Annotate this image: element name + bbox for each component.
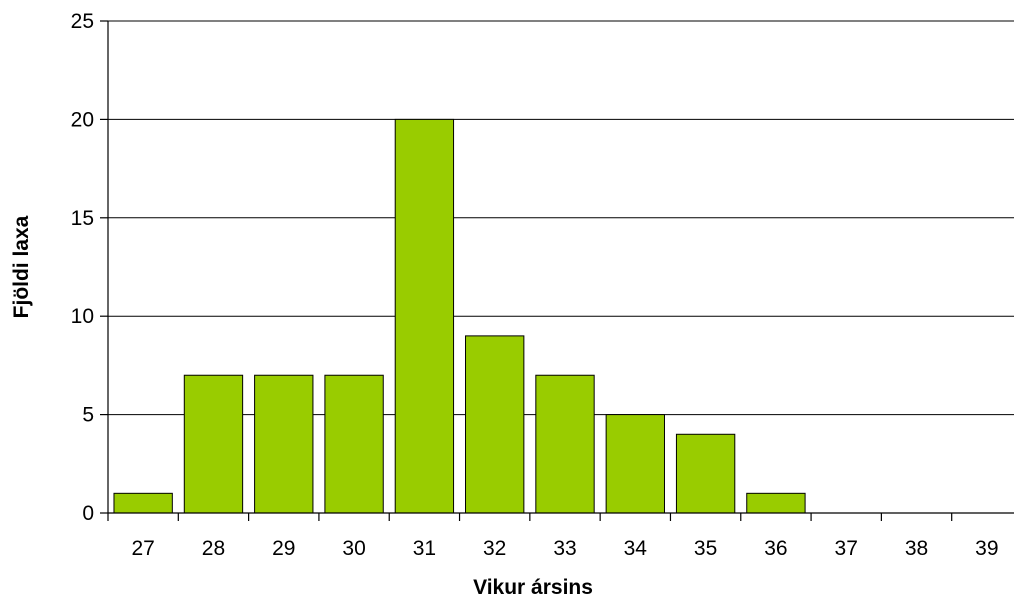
x-tick-label: 30 (342, 537, 365, 560)
bar (183, 374, 244, 514)
gridlines (108, 20, 1014, 416)
bar (465, 335, 525, 514)
x-tick-label: 27 (131, 537, 154, 560)
y-tick-labels: 0 5 10 15 20 25 (71, 10, 108, 525)
x-tick-label: 29 (272, 537, 295, 560)
x-tick-label: 36 (764, 537, 787, 560)
bar (394, 118, 455, 514)
x-tick-label: 28 (202, 537, 225, 560)
x-tick-label: 34 (624, 537, 648, 560)
x-tick-label: 33 (553, 537, 576, 560)
bar (535, 374, 595, 514)
y-tick-label: 25 (71, 10, 94, 33)
bars (113, 118, 806, 514)
x-tick-label: 37 (835, 537, 858, 560)
bar (746, 492, 806, 514)
y-tick-label: 20 (71, 108, 94, 131)
x-axis-title: Vikur ársins (473, 576, 593, 599)
bar (675, 433, 736, 514)
bar (324, 374, 384, 514)
x-tick-label: 32 (483, 537, 506, 560)
y-tick-label: 10 (71, 305, 94, 328)
y-tick-label: 15 (71, 207, 94, 230)
x-tick-label: 38 (905, 537, 928, 560)
bar (605, 414, 665, 514)
x-tick-labels: 27 28 29 30 31 32 33 34 35 36 37 38 39 (107, 513, 999, 560)
bar (113, 492, 173, 514)
y-tick-label: 0 (82, 502, 94, 525)
y-axis-title: Fjöldi laxa (10, 215, 33, 318)
bar (254, 374, 314, 514)
x-tick-label: 35 (694, 537, 717, 560)
axes (107, 21, 1014, 514)
x-tick-label: 39 (975, 537, 998, 560)
y-tick-label: 5 (82, 404, 94, 427)
x-tick-label: 31 (413, 537, 436, 560)
